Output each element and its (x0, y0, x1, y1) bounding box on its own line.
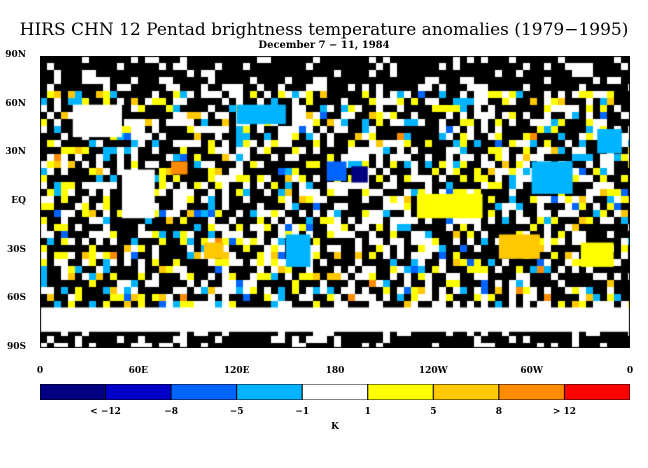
lon-label: 60E (128, 366, 149, 376)
lat-label: 30S (6, 244, 26, 255)
colorbar-label: −8 (164, 407, 179, 417)
colorbar-swatch (563, 384, 630, 400)
lon-label: 0 (36, 366, 44, 376)
lat-label: 90S (6, 342, 26, 352)
colorbar-label: 5 (430, 407, 437, 417)
lat-label: EQ (11, 196, 26, 206)
lon-label: 120E (223, 366, 250, 376)
colorbar-label: 8 (495, 407, 502, 417)
lat-label: 60N (5, 98, 26, 109)
lon-label: 180 (325, 366, 345, 376)
lat-label: 30N (5, 147, 26, 158)
colorbar (40, 384, 630, 400)
anomaly-map (40, 56, 630, 348)
colorbar-swatch (432, 384, 500, 400)
colorbar-label: −1 (295, 407, 310, 417)
colorbar-swatch (236, 384, 303, 400)
colorbar-label: −5 (229, 407, 244, 417)
map-title: HIRS CHN 12 Pentad brightness temperatur… (19, 20, 629, 40)
lon-label: 0 (626, 366, 634, 376)
map-subtitle: December 7 − 11, 1984 (258, 40, 390, 51)
lon-label: 120W (418, 366, 448, 376)
colorbar-swatch (105, 384, 172, 400)
colorbar-swatch (301, 384, 369, 400)
colorbar-label: < −12 (90, 407, 121, 417)
colorbar-unit: K (331, 422, 339, 432)
colorbar-swatch (367, 384, 434, 400)
colorbar-label: > 12 (552, 407, 577, 417)
colorbar-label: 1 (364, 407, 371, 417)
lat-label: 90N (5, 50, 26, 60)
lat-label: 60S (6, 293, 26, 304)
lon-label: 60W (520, 366, 543, 376)
colorbar-swatch (170, 384, 238, 400)
anomaly-map-canvas (40, 56, 630, 348)
colorbar-swatch (40, 384, 107, 400)
colorbar-swatch (498, 384, 565, 400)
